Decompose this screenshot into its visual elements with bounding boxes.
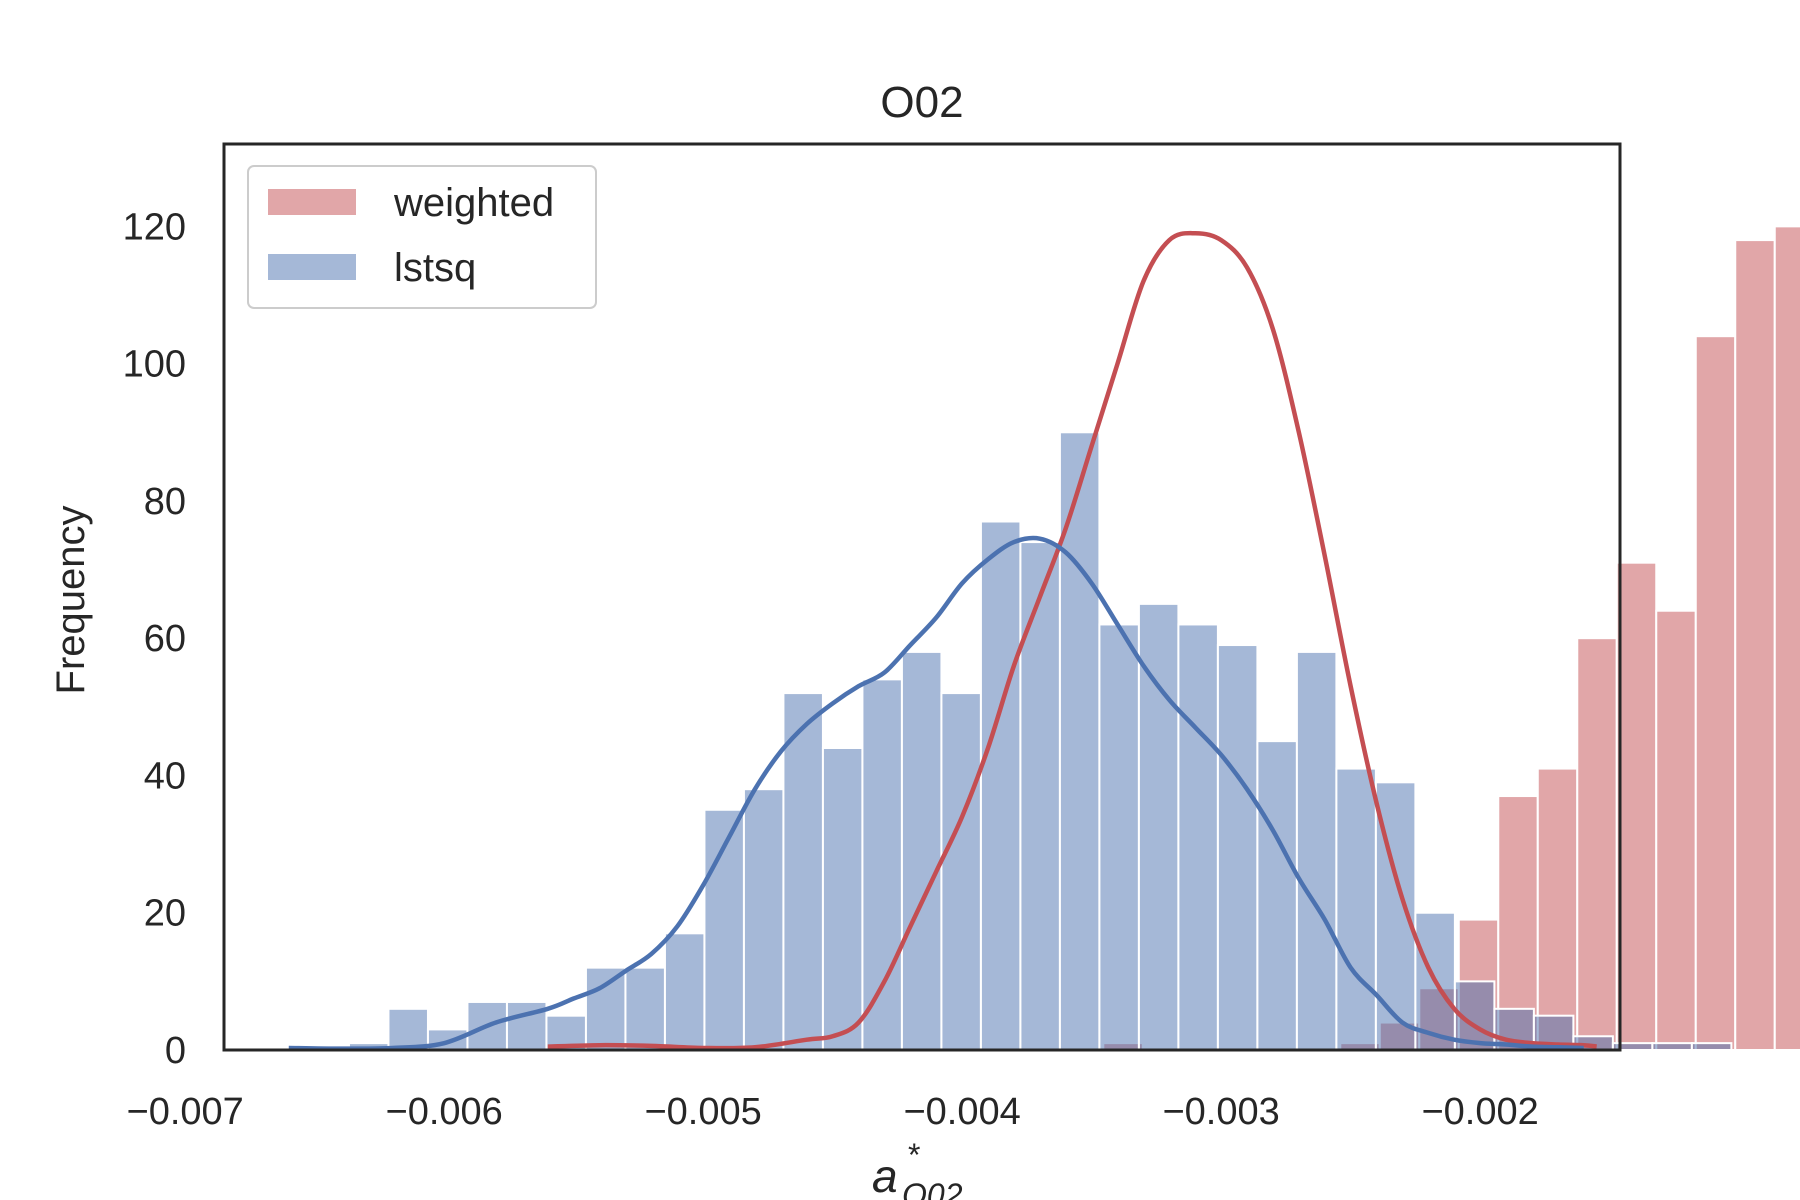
lstsq-kde-line	[288, 535, 1584, 1051]
x-tick-label: −0.002	[1421, 1091, 1538, 1133]
chart-title: O02	[880, 78, 963, 127]
y-tick-label: 60	[144, 618, 186, 660]
y-tick-label: 80	[144, 481, 186, 523]
lstsq-bar	[979, 520, 1022, 1051]
lstsq-bar	[900, 650, 943, 1052]
lstsq-bars	[347, 431, 1733, 1052]
lstsq-bar	[1335, 767, 1377, 1051]
plot-area	[288, 225, 1800, 1052]
lstsq-bar	[1295, 650, 1338, 1052]
lstsq-bar	[584, 966, 627, 1051]
x-axis-label-base: a	[872, 1150, 898, 1200]
weighted-bar	[1773, 225, 1800, 1051]
legend-swatch-weighted	[268, 189, 356, 215]
lstsq-bar	[782, 692, 824, 1051]
x-axis-label-subscript: O02	[902, 1177, 963, 1200]
y-tick-label: 20	[144, 893, 186, 935]
x-tick-label: −0.007	[127, 1091, 244, 1133]
lstsq-bar	[1690, 1042, 1733, 1051]
x-axis: −0.007 −0.006 −0.005 −0.004 −0.003 −0.002	[127, 1091, 1539, 1133]
y-tick-label: 100	[123, 344, 186, 386]
lstsq-bar	[1651, 1042, 1693, 1051]
legend-label-weighted: weighted	[393, 181, 554, 225]
x-axis-label-superscript: *	[908, 1137, 920, 1173]
weighted-bar	[1536, 767, 1579, 1051]
lstsq-bar	[1177, 623, 1219, 1051]
y-tick-label: 0	[165, 1030, 186, 1072]
x-tick-label: −0.003	[1162, 1091, 1279, 1133]
lstsq-bar	[821, 747, 864, 1051]
weighted-bar	[1694, 335, 1737, 1051]
legend-swatch-lstsq	[268, 254, 356, 280]
lstsq-bar	[1256, 740, 1298, 1051]
y-tick-label: 40	[144, 755, 186, 797]
lstsq-bar	[1098, 623, 1140, 1051]
lstsq-bar	[1216, 644, 1259, 1052]
lstsq-bar	[742, 788, 785, 1051]
x-tick-label: −0.006	[386, 1091, 503, 1133]
lstsq-bar	[940, 692, 982, 1051]
lstsq-bar	[861, 678, 903, 1051]
x-tick-label: −0.004	[903, 1091, 1020, 1133]
lstsq-bar	[1019, 541, 1061, 1051]
legend: weighted lstsq	[247, 165, 597, 309]
weighted-bar	[1615, 561, 1658, 1051]
weighted-bar	[1576, 637, 1618, 1051]
weighted-bar	[1655, 609, 1697, 1052]
weighted-bar	[1734, 239, 1776, 1052]
x-tick-label: −0.005	[644, 1091, 761, 1133]
y-axis-label: Frequency	[49, 506, 93, 695]
y-axis: 0 20 40 60 80 100 120	[123, 206, 186, 1072]
lstsq-bar	[1058, 431, 1101, 1052]
plot-frame	[222, 142, 1622, 1052]
weighted-bar	[1497, 795, 1539, 1052]
lstsq-bar	[387, 1007, 429, 1051]
weighted-kde-line	[547, 230, 1597, 1051]
y-tick-label: 120	[123, 206, 186, 248]
lstsq-bar	[663, 932, 706, 1051]
legend-label-lstsq: lstsq	[394, 246, 476, 290]
x-axis-label: a * O02	[872, 1137, 963, 1200]
lstsq-bar	[624, 966, 666, 1051]
